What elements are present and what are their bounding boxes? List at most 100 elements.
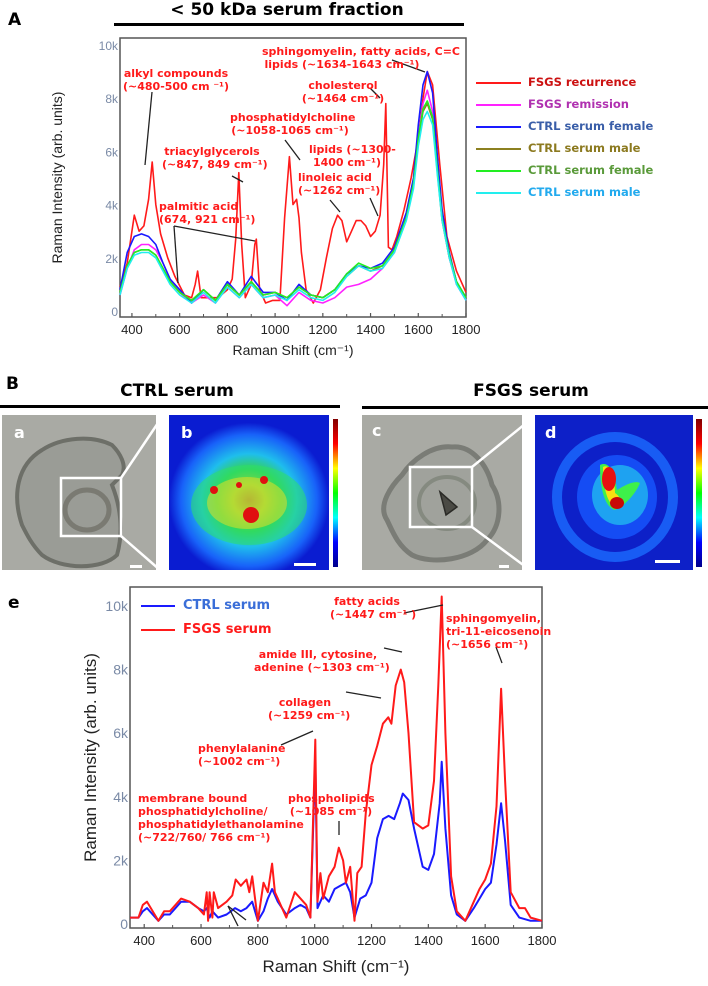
x-tick-label: 1200 [357, 933, 386, 948]
annotation-line: triacylglycerols [164, 145, 260, 158]
panel-a-header: < 50 kDa serum fraction [170, 0, 404, 20]
y-tick-label: 4k [105, 199, 119, 213]
annotation-line: membrane bound [138, 792, 248, 805]
zoom-connector-ctrl [120, 419, 162, 571]
x-tick-label: 1600 [471, 933, 500, 948]
annotation-line: lipids (~1634-1643 cm⁻¹) [264, 58, 420, 71]
annotation-line: adenine (~1303 cm⁻¹) [254, 661, 390, 674]
annotation-line: phosphatidylcholine [230, 111, 356, 124]
y-tick-label: 10k [105, 598, 129, 614]
annotation-leader-line [369, 197, 379, 217]
legend-label: FSGS serum [183, 622, 272, 637]
x-tick-label: 1400 [414, 933, 443, 948]
cell-outline-ctrl [15, 436, 142, 569]
annotation-line: amide III, cytosine, [258, 648, 378, 661]
zoom-connector-fsgs [471, 419, 531, 572]
annotation-line: alkyl compounds [123, 67, 229, 80]
annotation-sphingomyelin-e: sphingomyelin, tri-11-eicosenoin (~1656 cm… [446, 612, 551, 651]
brightfield-image-fsgs: c [362, 415, 522, 570]
annotation-lipids: lipids (~1300- 1400 cm⁻¹) [309, 143, 396, 169]
y-tick-label: 10k [99, 39, 119, 53]
cell-outline-fsgs [381, 444, 509, 568]
y-tick-label: 0 [120, 916, 128, 932]
ctrl-serum-header: CTRL serum [120, 381, 234, 401]
annotation-line: cholesterol [308, 79, 378, 92]
x-tick-label: 1000 [261, 322, 290, 337]
plot-frame [129, 586, 543, 929]
legend-swatch [141, 629, 175, 631]
annotation-line: (~1262 cm⁻¹) [298, 184, 381, 197]
legend-swatch [141, 605, 175, 607]
zoom-box [59, 476, 123, 538]
panel-b-letter: B [6, 374, 19, 394]
annotation-line: (~1464 cm⁻¹) [301, 92, 385, 105]
annotation-leader-line [227, 905, 247, 921]
annotation-line: phosphatidylethanolamine [138, 818, 304, 831]
annotation-leader-line [280, 730, 314, 746]
annotation-line: palmitic acid [159, 200, 239, 213]
x-tick-label: 600 [169, 322, 191, 337]
annotation-line: 1400 cm⁻¹) [312, 156, 382, 169]
annotation-leader-line [495, 646, 503, 664]
annotation-alkyl: alkyl compounds (~480-500 cm ⁻¹) [120, 67, 232, 93]
annotation-line: (~1259 cm⁻¹) [268, 709, 351, 722]
y-tick-label: 8k [113, 662, 129, 678]
legend-swatch [476, 192, 521, 194]
annotation-line: phenylalanine [198, 742, 286, 755]
panel-a-chart: 400 600 800 1000 1200 1400 1600 1800 0 2k 4k 6k 8k 10… [49, 37, 481, 358]
scale-bar [294, 563, 316, 566]
panel-e-chart: 400 600 800 1000 1200 1400 1600 1800 0 2k 4k 6k 8k 10… [81, 586, 556, 976]
y-tick-label: 2k [113, 852, 129, 868]
raman-map-ctrl: b [169, 415, 329, 570]
scale-bar [130, 565, 142, 568]
sublabel-c: c [372, 421, 382, 440]
legend-swatch [476, 148, 521, 150]
annotation-line: (674, 921 cm⁻¹) [159, 213, 256, 226]
x-tick-label: 1000 [300, 933, 329, 948]
series-line-ctrl-serum-female-green- [119, 100, 467, 302]
annotation-sphingomyelin: sphingomyelin, fatty acids, C=C lipids (~… [262, 45, 460, 71]
annotation-linoleic: linoleic acid (~1262 cm⁻¹) [298, 171, 381, 197]
y-axis-label: Raman Intensity (arb. units) [49, 92, 65, 264]
x-axis-label: Raman Shift (cm⁻¹) [233, 342, 354, 358]
series-line-ctrl-serum-female-blue- [119, 70, 467, 304]
series-line-ctrl-serum [130, 757, 542, 922]
series-line-fsgs-serum [130, 595, 543, 922]
x-tick-label: 1400 [356, 322, 385, 337]
legend-label: CTRL serum female [528, 119, 654, 133]
annotation-leader-line [403, 604, 444, 614]
annotation-phospholipids: phospholipids (~1085 cm⁻¹) [288, 792, 375, 818]
x-tick-label: 1800 [452, 322, 481, 337]
annotation-leader-line [369, 87, 381, 99]
annotation-leader-line [329, 199, 341, 213]
annotation-palmitic: palmitic acid (674, 921 cm⁻¹) [159, 200, 255, 226]
ctrl-serum-rule [0, 405, 340, 408]
x-tick-label: 1600 [404, 322, 433, 337]
y-axis-label: Raman Intensity (arb. units) [81, 653, 100, 862]
heatmap-fsgs [552, 432, 678, 562]
fsgs-serum-rule [362, 406, 708, 409]
annotation-line: (~1656 cm⁻¹) [446, 638, 529, 651]
panel-e-letter: e [8, 593, 20, 613]
x-tick-label: 400 [133, 933, 155, 948]
annotation-leader-line [173, 225, 179, 284]
scale-bar [655, 560, 680, 563]
y-tick-label: 2k [105, 252, 119, 266]
sublabel-b: b [181, 423, 193, 442]
annotation-line: (~480-500 cm ⁻¹) [122, 80, 230, 93]
plot-frame [119, 37, 467, 318]
annotation-line: (~722/760/ 766 cm⁻¹) [138, 831, 271, 844]
legend-label: CTRL serum male [528, 141, 641, 155]
legend-swatch [476, 82, 521, 84]
annotation-leader-line [227, 905, 239, 927]
colorbar-ctrl [333, 419, 338, 567]
annotation-line: lipids (~1300- [309, 143, 396, 156]
annotation-line: (~1085 cm⁻¹) [289, 805, 373, 818]
scale-bar [499, 565, 509, 568]
annotation-line: linoleic acid [298, 171, 372, 184]
annotation-cholesterol: cholesterol (~1464 cm⁻¹) [300, 79, 386, 105]
y-tick-label: 8k [105, 92, 119, 106]
annotation-line: tri-11-eicosenoin [446, 625, 552, 638]
annotation-line: (~847, 849 cm⁻¹) [162, 158, 268, 171]
y-tick-label: 4k [113, 789, 129, 805]
